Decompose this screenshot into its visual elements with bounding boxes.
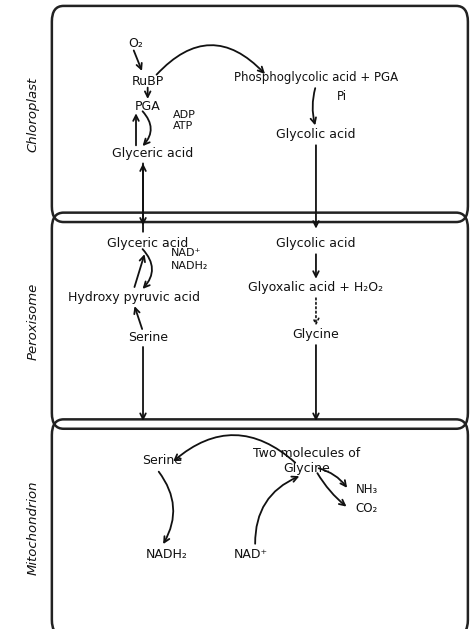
Text: Two molecules of: Two molecules of xyxy=(253,447,360,459)
Text: Glycine: Glycine xyxy=(293,328,339,341)
Text: Phosphoglycolic acid + PGA: Phosphoglycolic acid + PGA xyxy=(234,71,398,85)
Text: O₂: O₂ xyxy=(129,37,143,50)
Text: NH₃: NH₃ xyxy=(356,483,378,496)
Text: Peroxisome: Peroxisome xyxy=(26,283,40,360)
Text: NADH₂: NADH₂ xyxy=(171,261,209,271)
Text: Serine: Serine xyxy=(128,331,168,344)
Text: Hydroxy pyruvic acid: Hydroxy pyruvic acid xyxy=(68,291,200,304)
Text: Glycolic acid: Glycolic acid xyxy=(276,128,356,141)
Text: Glycine: Glycine xyxy=(283,463,330,475)
Text: Glyceric acid: Glyceric acid xyxy=(112,147,193,160)
Text: Glyceric acid: Glyceric acid xyxy=(107,238,188,250)
Text: NADH₂: NADH₂ xyxy=(145,547,187,561)
Text: CO₂: CO₂ xyxy=(356,502,378,515)
Text: Serine: Serine xyxy=(142,454,182,466)
Text: ADP: ADP xyxy=(174,110,196,120)
Text: Pi: Pi xyxy=(337,90,347,103)
Text: NAD⁺: NAD⁺ xyxy=(171,248,201,258)
Text: RuBP: RuBP xyxy=(131,75,164,88)
Text: PGA: PGA xyxy=(135,100,160,112)
Text: Mitochondrion: Mitochondrion xyxy=(26,480,40,575)
Text: Chloroplast: Chloroplast xyxy=(26,76,40,152)
Text: NAD⁺: NAD⁺ xyxy=(234,547,268,561)
Text: Glyoxalic acid + H₂O₂: Glyoxalic acid + H₂O₂ xyxy=(248,281,384,295)
Text: ATP: ATP xyxy=(174,121,193,131)
Text: Glycolic acid: Glycolic acid xyxy=(276,238,356,250)
